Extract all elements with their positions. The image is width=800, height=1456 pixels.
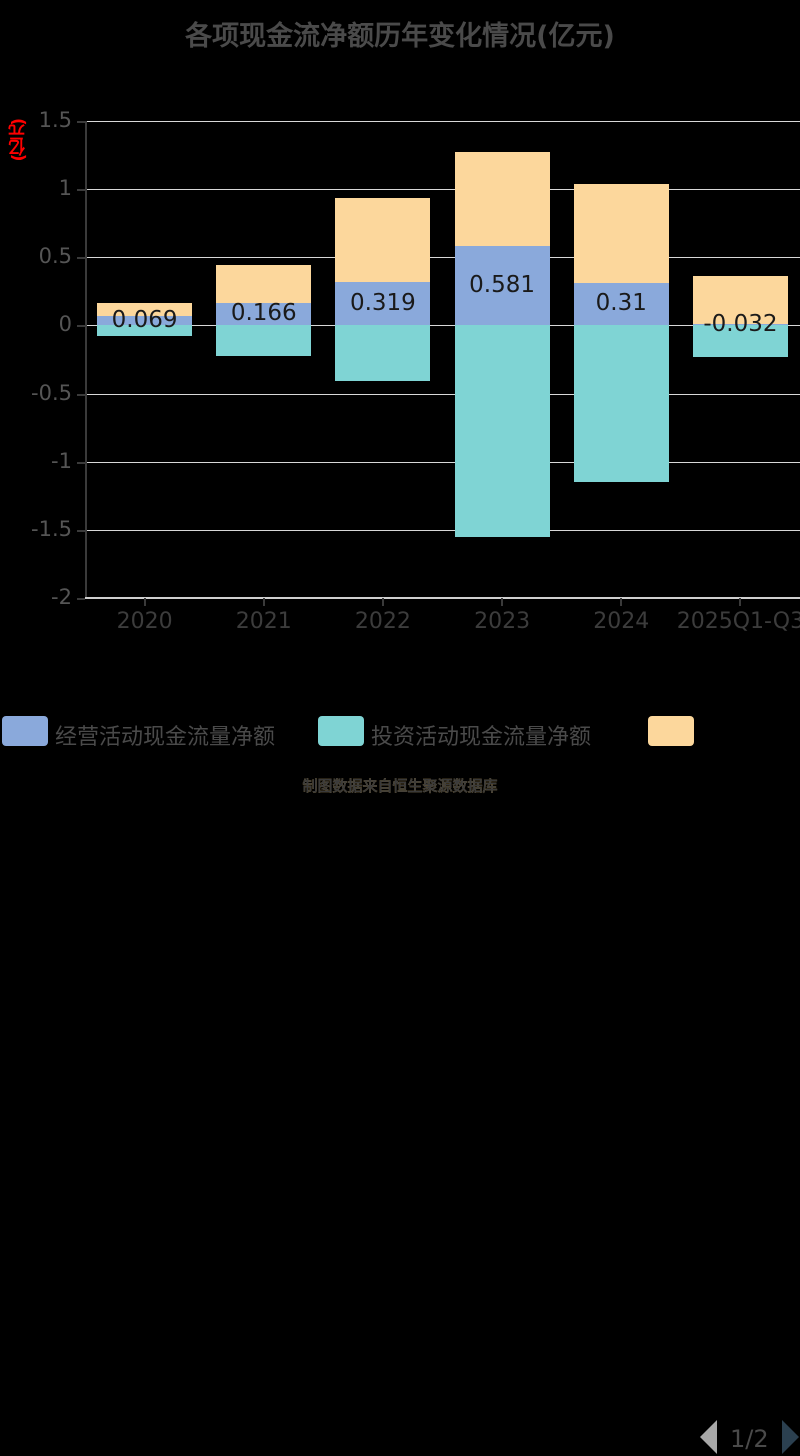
x-axis-tick	[143, 598, 146, 606]
bar-segment-investing[interactable]	[454, 325, 550, 537]
gridline	[85, 529, 800, 531]
triangle-right-icon[interactable]	[782, 1420, 799, 1454]
bar-segment-financing[interactable]	[692, 275, 788, 324]
y-axis-tick	[77, 121, 85, 123]
footer-note: 制图数据来自恒生聚源数据库 制图数据来自恒生聚源数据库	[0, 775, 800, 796]
x-axis-tick-label: 2022	[354, 609, 411, 634]
y-axis-tick	[77, 257, 85, 260]
y-axis-tick	[77, 598, 85, 600]
x-axis-tick	[501, 598, 504, 606]
bar-segment-investing[interactable]	[97, 325, 193, 336]
y-axis-tick	[77, 529, 85, 532]
bar-segment-investing[interactable]	[573, 325, 669, 483]
legend-label: 投资活动现金流量净额	[371, 725, 592, 750]
chart-page: 各项现金流净额历年变化情况(亿元) (亿元) 1.5 1 0.5 0 -0.5 -1 -1.…	[0, 21, 800, 1454]
x-axis-tick-label: 2020	[116, 609, 173, 634]
bar-segment-financing[interactable]	[216, 265, 312, 303]
footer-note-text: 制图数据来自恒生聚源数据库	[302, 777, 498, 795]
y-axis-tick-label: 1	[58, 176, 72, 201]
y-axis-tick-label: 1.5	[38, 108, 72, 132]
y-axis-tick	[77, 461, 85, 464]
y-axis-tick-label: -1.5	[31, 516, 72, 541]
bar-segment-operating[interactable]	[454, 246, 550, 326]
legend-swatch[interactable]	[2, 716, 48, 746]
x-axis-tick-label: 2025Q1-Q3	[676, 609, 800, 634]
gridline	[85, 121, 800, 122]
footer-note-shadow: 制图数据来自恒生聚源数据库	[302, 777, 498, 795]
bar-segment-financing[interactable]	[97, 302, 193, 317]
y-axis-tick	[77, 393, 85, 396]
bar-segment-operating[interactable]	[97, 316, 193, 326]
bar-segment-operating[interactable]	[335, 281, 431, 326]
triangle-left-icon[interactable]	[700, 1420, 717, 1454]
x-axis-tick-label: 2023	[474, 609, 531, 634]
gridline	[85, 393, 800, 395]
legend-pager: 1/2	[700, 1420, 800, 1456]
legend-label: 经营活动现金流量净额	[55, 725, 276, 750]
y-axis-tick-label: 0	[58, 312, 72, 337]
x-axis-tick	[739, 598, 742, 606]
bar-segment-financing[interactable]	[573, 183, 669, 284]
x-axis-tick	[620, 598, 623, 606]
legend-swatch[interactable]	[648, 716, 694, 746]
gridline	[85, 257, 800, 259]
y-axis-tick-label: -0.5	[31, 380, 72, 405]
bar-segment-operating[interactable]	[692, 323, 788, 326]
x-axis-tick	[381, 598, 384, 606]
y-axis-tick	[77, 189, 85, 192]
page-title: 各项现金流净额历年变化情况(亿元)	[185, 21, 615, 52]
legend-swatch[interactable]	[318, 716, 364, 746]
gridline	[85, 189, 800, 191]
bar-segment-operating[interactable]	[573, 283, 669, 326]
bar-segment-investing[interactable]	[335, 325, 431, 381]
y-axis-tick-label: -1	[51, 448, 72, 473]
bar-segment-operating[interactable]	[216, 302, 312, 326]
chart-legend: 经营活动现金流量净额 投资活动现金流量净额 1/2	[0, 708, 800, 1454]
y-axis-tick-label: -2	[51, 585, 72, 609]
bar-segment-financing[interactable]	[454, 151, 550, 247]
bar-segment-financing[interactable]	[335, 198, 431, 282]
y-axis-line	[85, 121, 87, 599]
bar-segment-investing[interactable]	[692, 325, 788, 357]
bar-segment-investing[interactable]	[216, 325, 312, 357]
pager-count: 1/2	[730, 1425, 769, 1453]
y-axis-tick	[77, 325, 85, 328]
y-axis-tick-label: 0.5	[38, 244, 72, 269]
x-axis-tick-label: 2024	[593, 609, 650, 634]
gridline	[85, 325, 800, 327]
x-axis-tick	[262, 598, 265, 606]
gridline	[85, 461, 800, 463]
plot-area: 0.069 0.166 0.319 0.581 0.31 -0.032	[77, 121, 800, 600]
x-axis-tick-label: 2021	[235, 609, 292, 634]
x-axis-line	[85, 597, 800, 599]
